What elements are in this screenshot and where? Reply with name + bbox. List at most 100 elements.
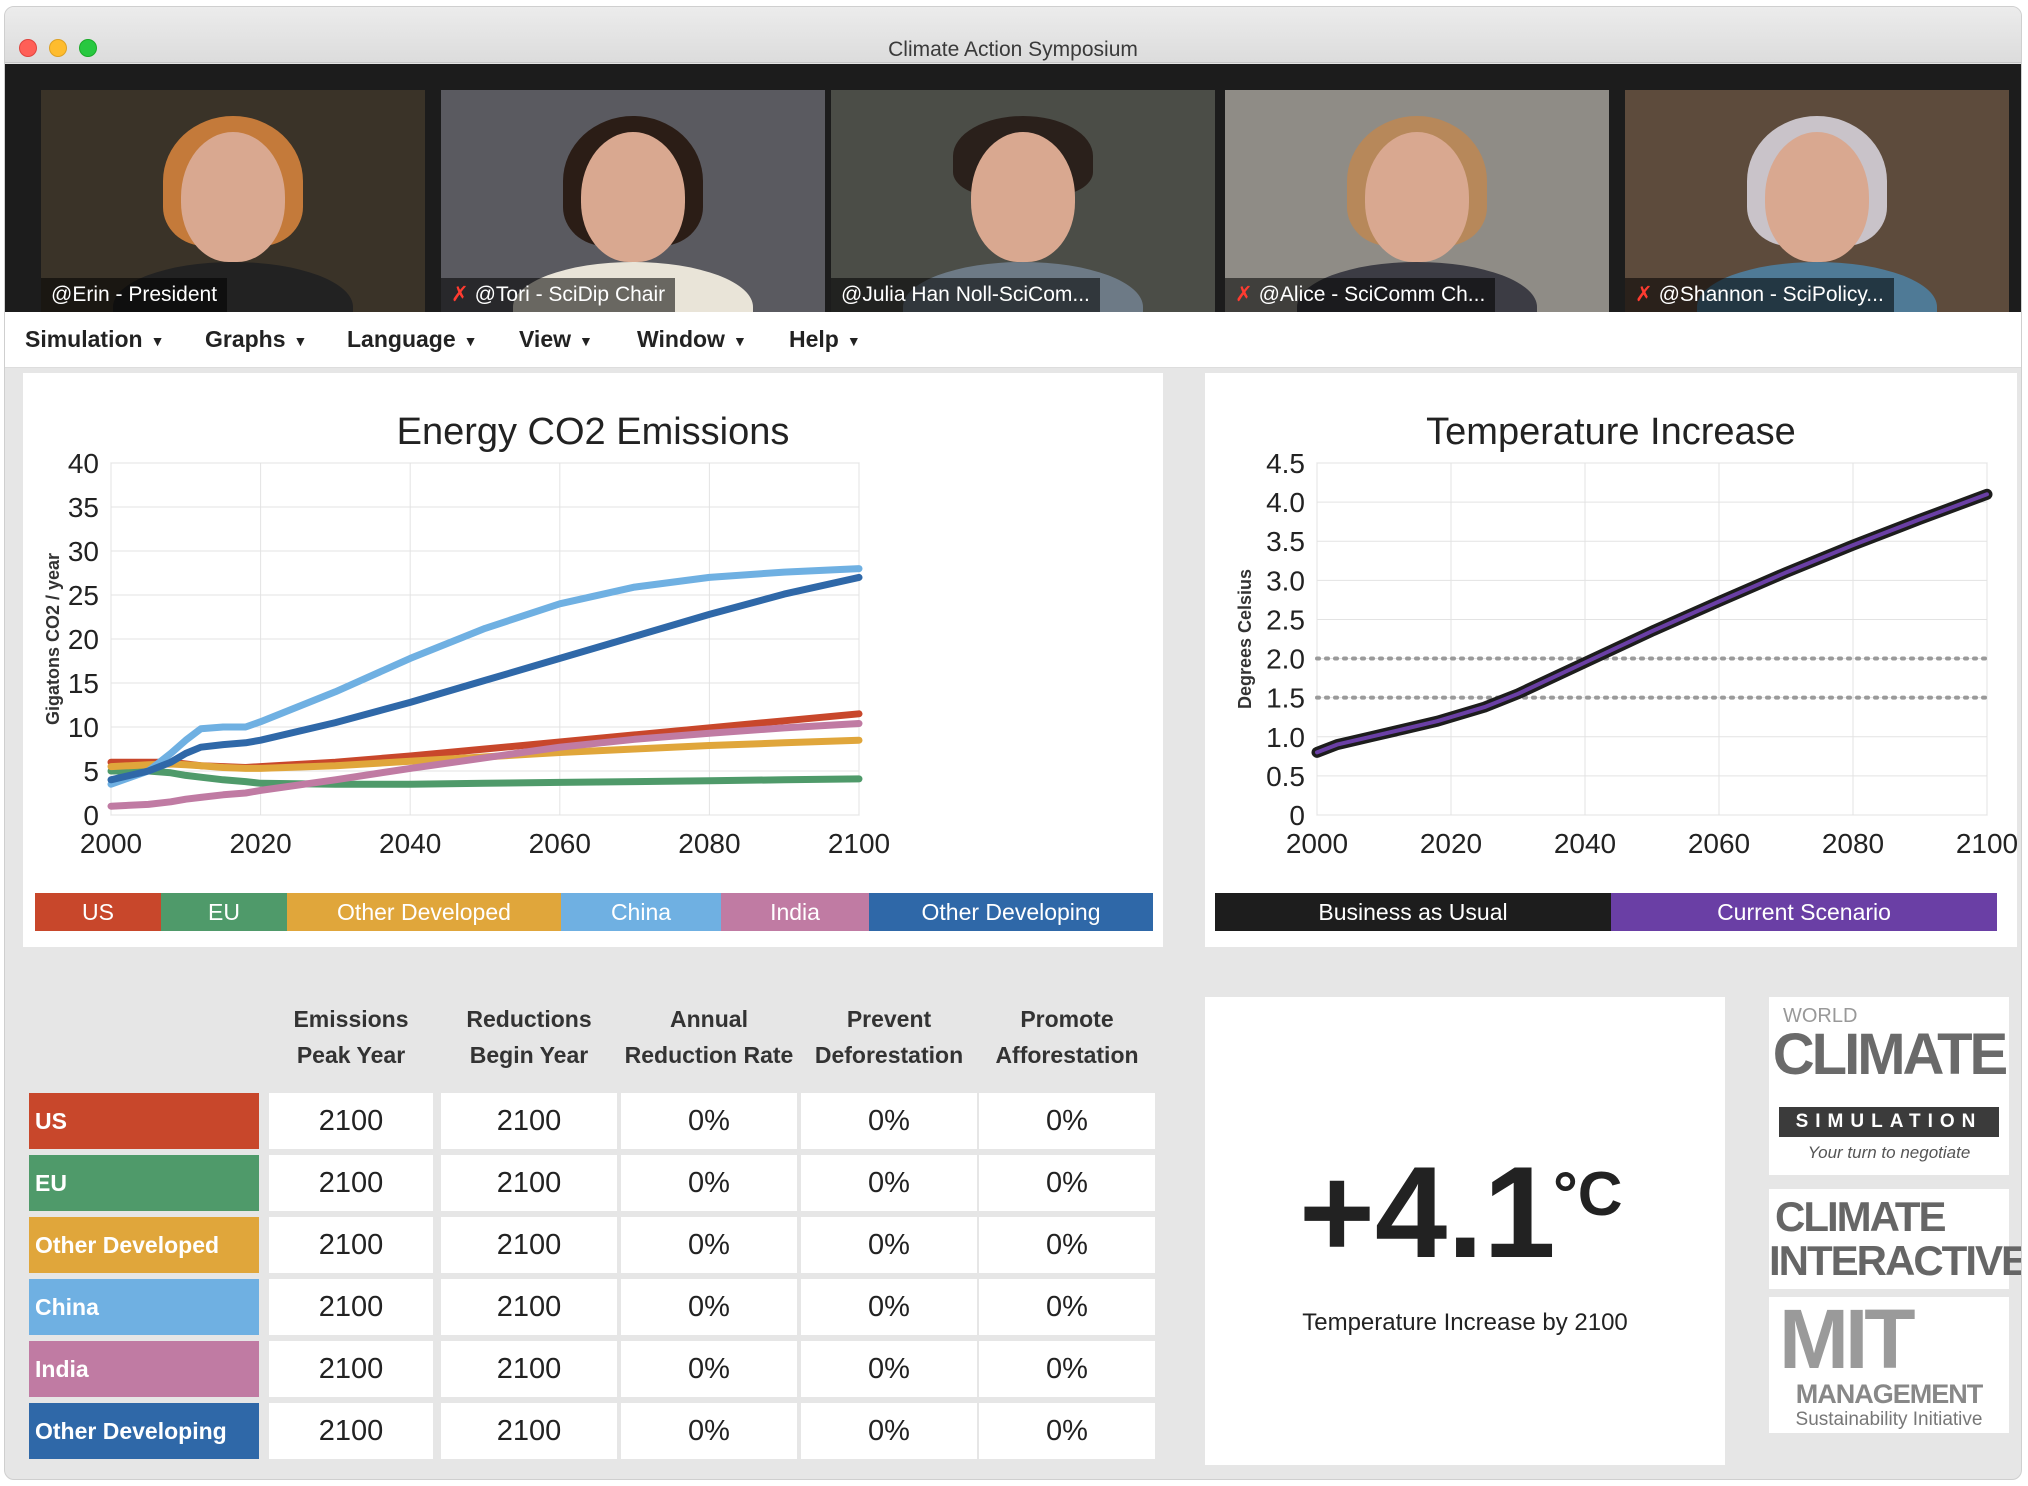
policy-value-cell[interactable]: 0%: [621, 1217, 797, 1273]
policy-value-cell[interactable]: 0%: [979, 1403, 1155, 1459]
window-title: Climate Action Symposium: [888, 38, 1138, 61]
policy-value-cell[interactable]: 2100: [269, 1217, 433, 1273]
y-tick-label: 35: [68, 492, 99, 523]
series-line-india: [107, 720, 863, 810]
menu-help[interactable]: Help ▼: [789, 326, 861, 352]
column-header-line: Reduction Rate: [624, 1042, 794, 1068]
y-tick-label: 1.5: [1266, 683, 1305, 714]
mit-management-logo: MIT MANAGEMENT Sustainability Initiative: [1769, 1292, 2009, 1433]
caret-down-icon: ▼: [150, 332, 165, 349]
y-tick-label: 25: [68, 580, 99, 611]
x-tick-label: 2000: [80, 828, 142, 859]
y-tick-label: 3.0: [1266, 565, 1305, 596]
legend-item-india[interactable]: India: [721, 893, 869, 931]
y-axis-label: Degrees Celsius: [1235, 569, 1255, 709]
caret-down-icon: ▼: [293, 332, 308, 349]
participant-video-strip: @Erin - President ✗ @Tori - SciDip Chair …: [5, 64, 2021, 312]
x-tick-label: 2100: [1956, 828, 2017, 859]
policy-value-cell[interactable]: 2100: [441, 1093, 617, 1149]
policy-value-cell[interactable]: 0%: [801, 1093, 977, 1149]
participant-name-label: ✗ @Alice - SciComm Ch...: [1225, 278, 1496, 312]
legend-item-current-scenario[interactable]: Current Scenario: [1611, 893, 1997, 931]
policy-value-cell[interactable]: 2100: [269, 1093, 433, 1149]
x-tick-label: 2040: [1554, 828, 1616, 859]
policy-value-cell[interactable]: 0%: [621, 1155, 797, 1211]
caret-down-icon: ▼: [732, 332, 747, 349]
participant-tile[interactable]: @Erin - President: [41, 90, 425, 312]
policy-value-cell[interactable]: 2100: [441, 1403, 617, 1459]
participant-tile[interactable]: ✗ @Shannon - SciPolicy...: [1625, 90, 2009, 312]
policy-value-cell[interactable]: 2100: [441, 1341, 617, 1397]
minimize-window-button[interactable]: [49, 39, 67, 57]
temperature-chart-panel: Temperature Increase 0 0.5 1.0 1.5 2.0 2.5 3.0…: [1205, 373, 2017, 947]
region-label-eu[interactable]: EU: [29, 1155, 259, 1211]
legend-item-china[interactable]: China: [561, 893, 721, 931]
policy-value-cell[interactable]: 0%: [979, 1217, 1155, 1273]
policy-value-cell[interactable]: 0%: [801, 1279, 977, 1335]
policy-value-cell[interactable]: 0%: [621, 1403, 797, 1459]
column-header: Annual Reduction Rate: [621, 1001, 797, 1073]
legend-item-business-as-usual[interactable]: Business as Usual: [1215, 893, 1611, 931]
participant-tile[interactable]: ✗ @Tori - SciDip Chair: [441, 90, 825, 312]
participant-tile[interactable]: @Julia Han Noll-SciCom...: [831, 90, 1215, 312]
policy-value-cell[interactable]: 0%: [801, 1403, 977, 1459]
policy-value-cell[interactable]: 2100: [269, 1155, 433, 1211]
policy-value-cell[interactable]: 0%: [801, 1341, 977, 1397]
policy-value-cell[interactable]: 0%: [801, 1155, 977, 1211]
column-header-line: Reductions: [466, 1006, 592, 1032]
participant-name-label: ✗ @Tori - SciDip Chair: [441, 278, 676, 312]
policy-value-cell[interactable]: 0%: [801, 1217, 977, 1273]
participant-face: [1765, 132, 1869, 262]
menu-window[interactable]: Window ▼: [637, 326, 747, 352]
close-window-button[interactable]: [19, 39, 37, 57]
zoom-window-button[interactable]: [79, 39, 97, 57]
simulation-band: SIMULATION: [1779, 1107, 1999, 1137]
column-header-line: Begin Year: [469, 1042, 589, 1068]
region-label-other-developing[interactable]: Other Developing: [29, 1403, 259, 1459]
emissions-chart-title: Energy CO2 Emissions: [396, 411, 790, 453]
region-label-india[interactable]: India: [29, 1341, 259, 1397]
policy-value-cell[interactable]: 2100: [441, 1155, 617, 1211]
policy-value-cell[interactable]: 0%: [621, 1341, 797, 1397]
region-label-china[interactable]: China: [29, 1279, 259, 1335]
y-axis-label: Gigatons CO2 / year: [43, 553, 63, 725]
y-tick-label: 0.5: [1266, 761, 1305, 792]
policy-value-cell[interactable]: 2100: [269, 1279, 433, 1335]
participant-tile[interactable]: ✗ @Alice - SciComm Ch...: [1225, 90, 1609, 312]
legend-item-other-developed[interactable]: Other Developed: [287, 893, 561, 931]
series-line-eu: [107, 767, 863, 788]
column-header: Reductions Begin Year: [441, 1001, 617, 1073]
menu-graphs[interactable]: Graphs ▼: [205, 326, 308, 352]
policy-value-cell[interactable]: 0%: [621, 1093, 797, 1149]
policy-value-cell[interactable]: 2100: [269, 1341, 433, 1397]
menu-view[interactable]: View ▼: [519, 326, 593, 352]
region-label-us[interactable]: US: [29, 1093, 259, 1149]
policy-value-cell[interactable]: 0%: [979, 1155, 1155, 1211]
x-tick-label: 2020: [1420, 828, 1482, 859]
legend-item-us[interactable]: US: [35, 893, 161, 931]
emissions-chart-panel: Energy CO2 Emissions 0 5 10 15 20 25 30 35 40 200…: [23, 373, 1163, 947]
legend-item-eu[interactable]: EU: [161, 893, 287, 931]
menu-simulation[interactable]: Simulation ▼: [25, 326, 165, 352]
policy-value-cell[interactable]: 2100: [441, 1279, 617, 1335]
policy-table: Emissions Peak Year Reductions Begin Year An…: [29, 997, 1169, 1467]
policy-value-cell[interactable]: 2100: [441, 1217, 617, 1273]
participant-name-label: @Erin - President: [41, 278, 228, 312]
x-tick-label: 2020: [229, 828, 291, 859]
column-header-line: Prevent: [846, 1006, 932, 1032]
emissions-chart: 0 5 10 15 20 25 30 35 40 2000 2020 2040 2060 2080 2100…: [43, 453, 890, 859]
climate-interactive-logo: CLIMATE INTERACTIVE: [1769, 1189, 2021, 1289]
policy-value-cell[interactable]: 0%: [979, 1279, 1155, 1335]
participant-name-label: @Julia Han Noll-SciCom...: [831, 278, 1100, 312]
app-window: Climate Action Symposium @Erin - Preside…: [4, 6, 2022, 1480]
policy-value-cell[interactable]: 0%: [621, 1279, 797, 1335]
policy-value-cell[interactable]: 0%: [979, 1341, 1155, 1397]
region-label-other-developed[interactable]: Other Developed: [29, 1217, 259, 1273]
temperature-chart-title: Temperature Increase: [1426, 411, 1796, 453]
policy-value-cell[interactable]: 0%: [979, 1093, 1155, 1149]
series-line-other-developed: [107, 736, 863, 772]
legend-item-other-developing[interactable]: Other Developing: [869, 893, 1153, 931]
policy-value-cell[interactable]: 2100: [269, 1403, 433, 1459]
caret-down-icon: ▼: [846, 332, 861, 349]
menu-language[interactable]: Language ▼: [347, 326, 478, 352]
